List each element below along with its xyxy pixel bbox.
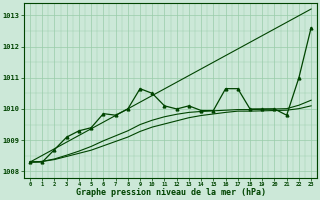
- X-axis label: Graphe pression niveau de la mer (hPa): Graphe pression niveau de la mer (hPa): [76, 188, 266, 197]
